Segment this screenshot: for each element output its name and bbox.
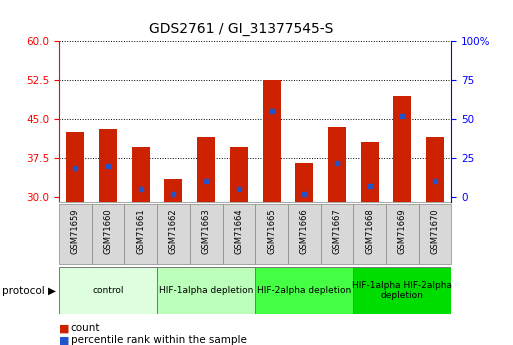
Text: HIF-2alpha depletion: HIF-2alpha depletion	[257, 286, 351, 295]
Text: GSM71670: GSM71670	[430, 208, 440, 254]
Text: GSM71665: GSM71665	[267, 208, 276, 254]
Text: ■: ■	[59, 335, 69, 345]
FancyBboxPatch shape	[59, 204, 92, 264]
Bar	[328, 127, 346, 202]
Bar	[393, 96, 411, 202]
Bar	[66, 132, 84, 202]
Text: HIF-1alpha depletion: HIF-1alpha depletion	[159, 286, 253, 295]
Text: GSM71660: GSM71660	[104, 208, 112, 254]
FancyBboxPatch shape	[419, 204, 451, 264]
Bar	[361, 142, 379, 202]
FancyBboxPatch shape	[321, 204, 353, 264]
Text: GSM71662: GSM71662	[169, 208, 178, 254]
Bar	[295, 163, 313, 202]
Text: GSM71664: GSM71664	[234, 208, 243, 254]
Bar	[99, 129, 117, 202]
Text: GDS2761 / GI_31377545-S: GDS2761 / GI_31377545-S	[149, 22, 333, 37]
Bar	[197, 137, 215, 202]
Text: protocol ▶: protocol ▶	[3, 286, 56, 296]
FancyBboxPatch shape	[288, 204, 321, 264]
FancyBboxPatch shape	[157, 204, 190, 264]
Text: GSM71663: GSM71663	[202, 208, 211, 254]
Text: GSM71667: GSM71667	[332, 208, 342, 254]
Bar	[230, 148, 248, 202]
Text: ■: ■	[59, 324, 69, 333]
FancyBboxPatch shape	[190, 204, 223, 264]
Text: count: count	[71, 324, 101, 333]
FancyBboxPatch shape	[386, 204, 419, 264]
FancyBboxPatch shape	[223, 204, 255, 264]
FancyBboxPatch shape	[124, 204, 157, 264]
FancyBboxPatch shape	[157, 267, 255, 314]
Text: GSM71661: GSM71661	[136, 208, 145, 254]
FancyBboxPatch shape	[255, 267, 353, 314]
Text: control: control	[92, 286, 124, 295]
Text: HIF-1alpha HIF-2alpha
depletion: HIF-1alpha HIF-2alpha depletion	[352, 281, 452, 300]
Bar	[263, 80, 281, 202]
FancyBboxPatch shape	[353, 204, 386, 264]
Bar	[165, 179, 183, 202]
FancyBboxPatch shape	[353, 267, 451, 314]
Text: GSM71668: GSM71668	[365, 208, 374, 254]
FancyBboxPatch shape	[59, 267, 157, 314]
Text: GSM71669: GSM71669	[398, 208, 407, 254]
Text: GSM71659: GSM71659	[71, 208, 80, 254]
Text: percentile rank within the sample: percentile rank within the sample	[71, 335, 247, 345]
Text: GSM71666: GSM71666	[300, 208, 309, 254]
FancyBboxPatch shape	[92, 204, 124, 264]
Bar	[426, 137, 444, 202]
Bar	[132, 148, 150, 202]
FancyBboxPatch shape	[255, 204, 288, 264]
